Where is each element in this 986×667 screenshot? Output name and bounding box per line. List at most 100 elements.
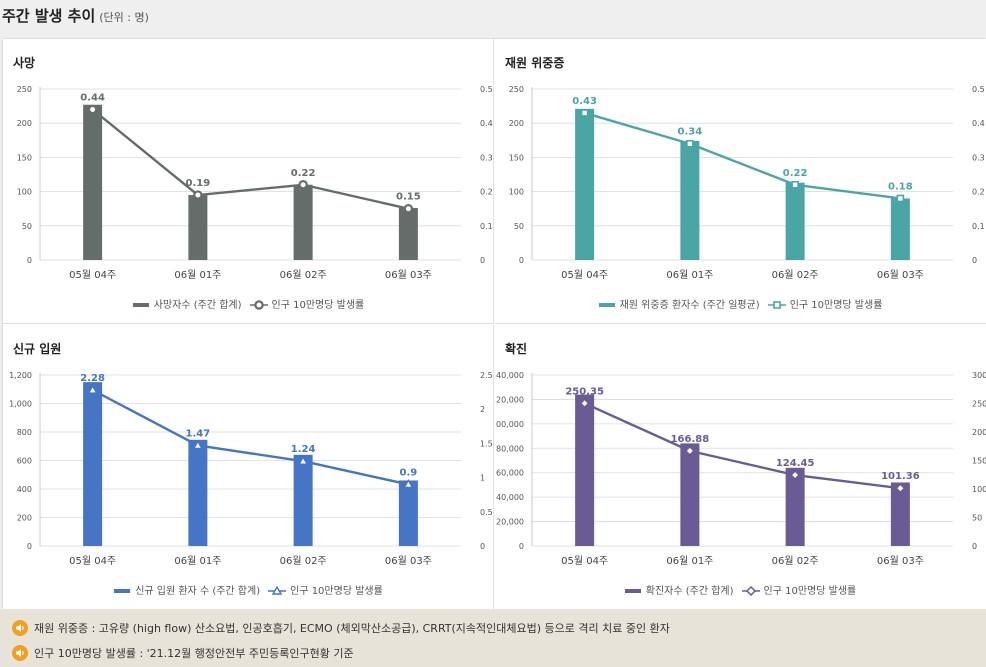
legend-marker-icon bbox=[772, 301, 781, 309]
bar bbox=[398, 208, 418, 260]
legend-label: 확진자수 (주간 합계) bbox=[645, 586, 734, 597]
category-tick-label: 06월 03주 bbox=[385, 269, 432, 281]
left-axis-tick-label: 150 bbox=[509, 153, 524, 162]
chart-svg: 0 50 100 150 200 250 0 0.1 0.2 0.3 0.4 0.5 05월 04주 06… bbox=[509, 85, 985, 281]
legend-line-symbol bbox=[741, 585, 760, 597]
category-tick-label: 06월 01주 bbox=[666, 269, 713, 281]
right-axis-tick-label: 0.5 bbox=[480, 85, 493, 94]
bar bbox=[785, 182, 805, 260]
legend-item-bar: 재원 위중증 환자수 (주간 일평균) bbox=[598, 296, 760, 311]
chart-svg: 0 200 400 600 800 1,000 1,200 0 0.5 1 1.5 2 2.5 05월 0… bbox=[9, 371, 493, 567]
legend-line-symbol bbox=[767, 301, 786, 309]
chart-svg: 0 50 100 150 200 250 0 0.1 0.2 0.3 0.4 0.5 05월 04주 06… bbox=[17, 85, 493, 281]
legend-label: 사망자수 (주간 합계) bbox=[153, 300, 242, 311]
section-title: 주간 발생 추이 (단위 : 명) bbox=[2, 5, 149, 26]
right-axis-tick-label: 0.5 bbox=[972, 85, 985, 94]
chart-legend: 확진자수 (주간 합계) 인구 10만명당 발생률 bbox=[495, 582, 986, 597]
data-label: 101.36 bbox=[881, 471, 920, 482]
left-axis-tick-label: 800 bbox=[17, 428, 32, 437]
rate-marker bbox=[580, 109, 589, 117]
legend-item-bar: 확진자수 (주간 합계) bbox=[624, 582, 734, 597]
bar bbox=[680, 443, 700, 546]
right-axis-tick-label: 2 bbox=[480, 405, 485, 414]
data-label: 0.34 bbox=[678, 127, 703, 138]
chart-legend: 사망자수 (주간 합계) 인구 10만명당 발생률 bbox=[3, 296, 494, 311]
left-axis-tick-label: 50 bbox=[22, 222, 32, 231]
category-tick-label: 06월 02주 bbox=[772, 269, 819, 281]
legend-label: 인구 10만명당 발생률 bbox=[290, 586, 383, 597]
data-label: 0.9 bbox=[400, 467, 418, 478]
right-axis-tick-label: 0.1 bbox=[480, 222, 493, 231]
left-axis-tick-label: 0 bbox=[519, 542, 524, 551]
right-axis-tick-label: 0.4 bbox=[972, 119, 985, 128]
left-axis-tick-label: 60,000 bbox=[496, 469, 524, 478]
right-axis-tick-label: 0 bbox=[972, 256, 977, 265]
rate-marker bbox=[684, 445, 695, 456]
note-text: 인구 10만명당 발생률 : '21.12월 행정안전부 주민등록인구현황 기준 bbox=[34, 647, 354, 660]
chart-panel-death: 사망 0 50 100 150 200 250 0 0.1 0.2 0.3 0.4 0.5 05월 04… bbox=[3, 39, 494, 324]
panel-title: 재원 위중증 bbox=[505, 56, 565, 70]
right-axis-tick-label: 1.5 bbox=[480, 439, 493, 448]
category-tick-label: 05월 04주 bbox=[561, 269, 608, 281]
bar bbox=[293, 454, 313, 546]
rate-marker bbox=[297, 455, 309, 465]
data-label: 0.44 bbox=[80, 93, 105, 104]
data-label: 0.43 bbox=[572, 96, 597, 107]
right-axis-tick-label: 0.1 bbox=[972, 222, 985, 231]
left-axis-tick-label: 0 bbox=[27, 542, 32, 551]
bar bbox=[890, 482, 910, 546]
category-tick-label: 06월 03주 bbox=[877, 269, 924, 281]
category-tick-label: 05월 04주 bbox=[69, 555, 116, 567]
bar bbox=[680, 140, 700, 260]
left-axis-tick-label: 100 bbox=[17, 188, 32, 197]
right-axis-tick-label: 2.5 bbox=[480, 371, 493, 380]
note-critical-definition: 재원 위중증 : 고유량 (high flow) 산소요법, 인공호흡기, EC… bbox=[12, 620, 670, 636]
right-axis-tick-label: 250 bbox=[972, 400, 986, 409]
speaker-icon bbox=[12, 645, 28, 661]
right-axis-tick-label: 1 bbox=[480, 474, 485, 483]
right-axis-tick-label: 0 bbox=[480, 256, 485, 265]
right-axis-tick-label: 0.2 bbox=[972, 188, 985, 197]
rate-line bbox=[584, 402, 901, 490]
legend-label: 재원 위중증 환자수 (주간 일평균) bbox=[619, 300, 760, 311]
right-axis-tick-label: 0.3 bbox=[972, 153, 985, 162]
category-tick-label: 06월 01주 bbox=[174, 269, 221, 281]
legend-line-symbol bbox=[249, 300, 268, 310]
notes-footer: 재원 위중증 : 고유량 (high flow) 산소요법, 인공호흡기, EC… bbox=[0, 609, 986, 667]
rate-marker bbox=[791, 180, 799, 189]
category-tick-label: 06월 01주 bbox=[174, 555, 221, 567]
legend-marker-icon bbox=[745, 585, 756, 597]
category-tick-label: 06월 01주 bbox=[666, 555, 713, 567]
legend-item-bar: 사망자수 (주간 합계) bbox=[132, 296, 242, 311]
legend-bar-swatch bbox=[132, 303, 149, 307]
section-title-text: 주간 발생 추이 bbox=[2, 7, 96, 25]
chart-panel-critical: 재원 위중증 0 50 100 150 200 250 0 0.1 0.2 0.3 0.4 0.5 05… bbox=[495, 39, 986, 324]
data-label: 0.15 bbox=[396, 192, 421, 203]
left-axis-tick-label: 140,000 bbox=[495, 371, 524, 380]
left-axis-tick-label: 600 bbox=[17, 457, 32, 466]
right-axis-tick-label: 0.2 bbox=[480, 188, 493, 197]
rate-marker bbox=[87, 104, 98, 115]
legend-item-line: 인구 10만명당 발생률 bbox=[268, 582, 383, 597]
right-axis-tick-label: 0.3 bbox=[480, 153, 493, 162]
rate-marker bbox=[579, 398, 590, 409]
bar bbox=[188, 439, 208, 546]
left-axis-tick-label: 100,000 bbox=[495, 420, 524, 429]
data-label: 166.88 bbox=[671, 434, 710, 445]
chart-legend: 재원 위중증 환자수 (주간 일평균) 인구 10만명당 발생률 bbox=[495, 296, 986, 311]
legend-item-bar: 신규 입원 환자 수 (주간 합계) bbox=[114, 582, 260, 597]
data-label: 1.47 bbox=[186, 428, 211, 439]
panel-title: 신규 입원 bbox=[13, 342, 62, 356]
left-axis-tick-label: 100 bbox=[509, 188, 524, 197]
data-label: 250.35 bbox=[565, 386, 604, 397]
bar bbox=[293, 184, 313, 260]
left-axis-tick-label: 150 bbox=[17, 153, 32, 162]
data-label: 2.28 bbox=[80, 373, 105, 384]
unit-label: (단위 : 명) bbox=[99, 11, 149, 24]
rate-marker bbox=[192, 440, 204, 450]
bar bbox=[575, 394, 595, 546]
category-tick-label: 05월 04주 bbox=[69, 269, 116, 281]
left-axis-tick-label: 120,000 bbox=[495, 395, 524, 404]
data-label: 0.18 bbox=[888, 181, 913, 192]
data-label: 0.22 bbox=[783, 168, 808, 179]
